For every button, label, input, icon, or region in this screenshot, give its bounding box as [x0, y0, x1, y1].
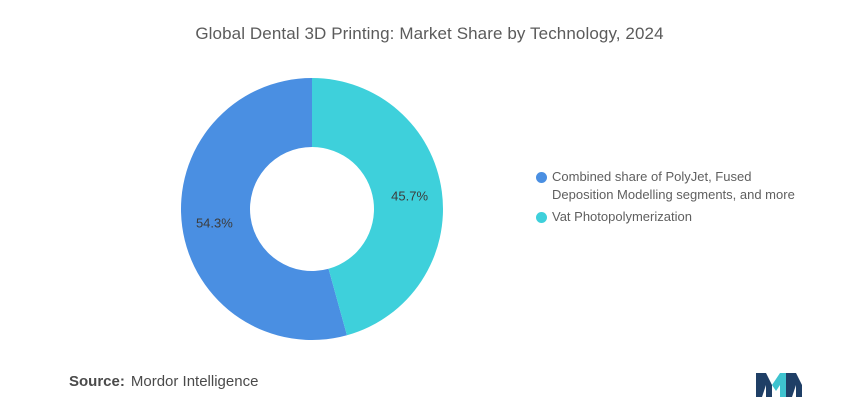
chart-title: Global Dental 3D Printing: Market Share …: [195, 24, 664, 43]
legend-label-vat: Vat Photopolymerization: [552, 209, 692, 224]
source-label: Source:: [69, 373, 125, 390]
legend-label-combined-line2: Deposition Modelling segments, and more: [552, 187, 795, 202]
chart-legend: Combined share of PolyJet, Fused Deposit…: [536, 168, 836, 230]
donut-slice-1[interactable]: [312, 78, 444, 336]
mordor-intelligence-logo-icon: [756, 373, 802, 397]
legend-item-combined[interactable]: Combined share of PolyJet, Fused Deposit…: [536, 168, 836, 204]
source-value: Mordor Intelligence: [130, 373, 259, 390]
slice-label-1: 45.7%: [391, 189, 428, 204]
legend-item-vat[interactable]: Vat Photopolymerization: [536, 208, 836, 226]
donut-slice-0[interactable]: [181, 78, 347, 340]
source-note: Source: Mordor Intelligence: [69, 373, 258, 390]
legend-swatch-combined: [536, 172, 547, 183]
slice-label-0: 54.3%: [196, 215, 233, 230]
legend-label-combined-line1: Combined share of PolyJet, Fused: [552, 169, 752, 184]
legend-swatch-vat: [536, 212, 547, 223]
